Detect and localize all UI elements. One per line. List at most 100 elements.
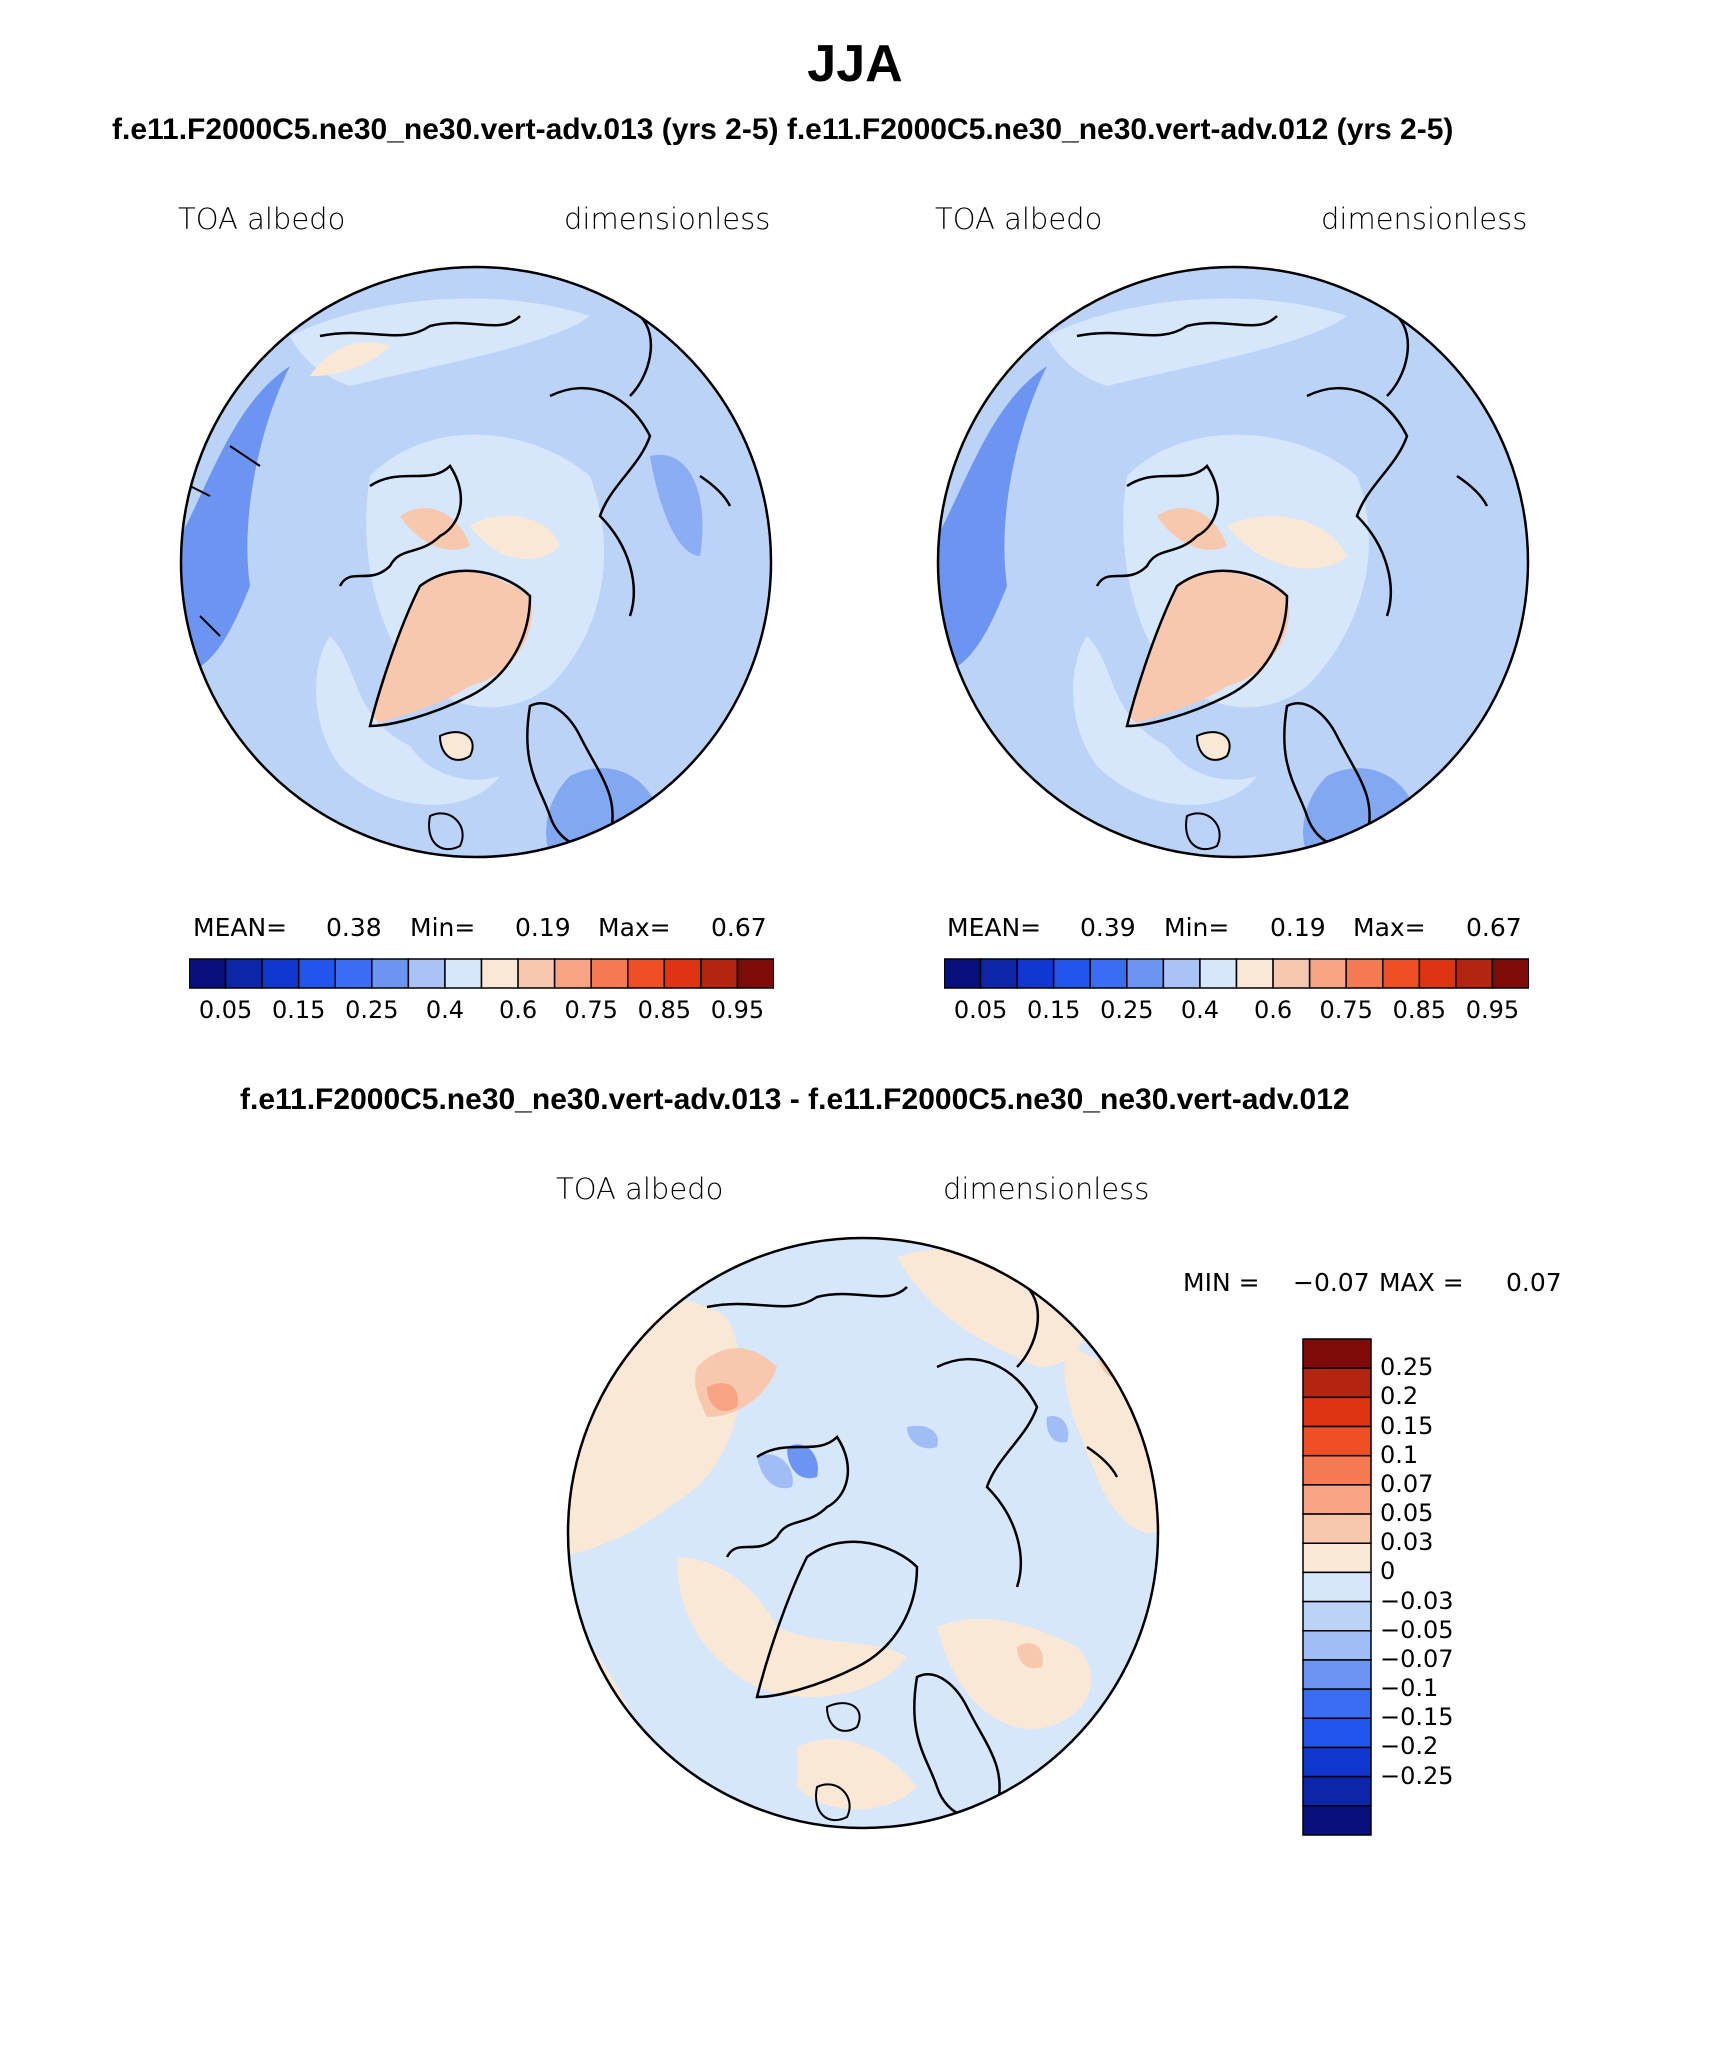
colorbar-swatch xyxy=(189,958,227,989)
panel1-mean-label: MEAN= xyxy=(193,913,288,942)
colorbar-swatch xyxy=(663,958,702,989)
colorbar-swatch xyxy=(1382,958,1421,989)
colorbar-swatch xyxy=(1302,1367,1372,1399)
diff-title: f.e11.F2000C5.ne30_ne30.vert-adv.013 - f… xyxy=(240,1083,1350,1116)
colorbar-swatch xyxy=(736,958,774,989)
diff-min-label: MIN = xyxy=(1183,1268,1260,1297)
colorbar-tick-label: 0.05 xyxy=(1380,1499,1434,1528)
colorbar-swatch xyxy=(979,958,1018,989)
colorbar-tick-label: 0 xyxy=(1380,1557,1396,1586)
diff-min-value: −0.07 xyxy=(1293,1268,1370,1297)
panel1-min-value: 0.19 xyxy=(515,913,571,942)
diff-variable-label: TOA albedo xyxy=(556,1172,724,1206)
colorbar-swatch xyxy=(371,958,410,989)
colorbar-swatch xyxy=(1302,1659,1372,1690)
panel1-colorbar xyxy=(189,958,774,989)
panel2-min-value: 0.19 xyxy=(1270,913,1326,942)
colorbar-swatch xyxy=(517,958,556,989)
colorbar-tick-label: 0.07 xyxy=(1380,1469,1434,1498)
panel2-colorbar-ticks: 0.05 0.15 0.25 0.4 0.6 0.75 0.85 0.95 xyxy=(0,996,1710,1036)
colorbar-tick-label: 0.25 xyxy=(1380,1353,1434,1382)
colorbar-tick-label: 0.2 xyxy=(1380,1382,1419,1411)
diff-max-label: MAX = xyxy=(1379,1268,1464,1297)
diff-polar-map xyxy=(566,1236,1160,1830)
colorbar-tick-label: 0.85 xyxy=(637,996,692,1024)
colorbar-swatch xyxy=(1016,958,1055,989)
colorbar-tick-label: 0.15 xyxy=(271,996,326,1024)
colorbar-swatch xyxy=(1302,1454,1372,1486)
colorbar-tick-label: 0.25 xyxy=(345,996,399,1024)
panel1-max-value: 0.67 xyxy=(711,913,767,942)
colorbar-tick-label: −0.1 xyxy=(1380,1674,1439,1703)
panel2-min-label: Min= xyxy=(1164,913,1230,942)
colorbar-tick-label: −0.25 xyxy=(1380,1761,1454,1790)
colorbar-swatch xyxy=(1302,1775,1372,1807)
panel2-mean-value: 0.39 xyxy=(1080,913,1136,942)
panel2-colorbar xyxy=(944,958,1529,989)
colorbar-swatch xyxy=(1302,1600,1372,1632)
panel1-colorbar-ticks: 0.05 0.15 0.25 0.4 0.6 0.75 0.85 0.95 xyxy=(0,996,1710,1036)
panel2-mean-label: MEAN= xyxy=(947,913,1042,942)
colorbar-tick-label: 0.6 xyxy=(498,996,538,1024)
colorbar-swatch xyxy=(590,958,629,989)
colorbar-swatch xyxy=(1345,958,1384,989)
colorbar-swatch xyxy=(1302,1571,1372,1603)
colorbar-tick-label: 0.95 xyxy=(1465,996,1520,1024)
colorbar-swatch xyxy=(224,958,263,989)
colorbar-swatch xyxy=(1302,1805,1372,1836)
colorbar-swatch xyxy=(1308,958,1347,989)
diff-colorbar xyxy=(1302,1338,1372,1836)
colorbar-swatch xyxy=(944,958,982,989)
panel1-min-label: Min= xyxy=(410,913,476,942)
colorbar-swatch xyxy=(1199,958,1238,989)
panel1-units-label: dimensionless xyxy=(564,202,771,236)
colorbar-tick-label: 0.6 xyxy=(1253,996,1293,1024)
panel1-polar-map xyxy=(179,265,773,859)
panel2-max-label: Max= xyxy=(1353,913,1426,942)
colorbar-tick-label: 0.15 xyxy=(1026,996,1081,1024)
colorbar-swatch xyxy=(553,958,592,989)
colorbar-swatch xyxy=(1302,1425,1372,1457)
colorbar-tick-label: −0.07 xyxy=(1380,1644,1454,1673)
colorbar-tick-label: 0.05 xyxy=(953,996,1008,1024)
colorbar-swatch xyxy=(1418,958,1457,989)
colorbar-swatch xyxy=(1302,1484,1372,1515)
colorbar-swatch xyxy=(444,958,483,989)
colorbar-tick-label: 0.1 xyxy=(1380,1440,1419,1469)
plot-subtitle: f.e11.F2000C5.ne30_ne30.vert-adv.013 (yr… xyxy=(112,113,1454,146)
colorbar-swatch xyxy=(1302,1630,1372,1661)
panel1-max-label: Max= xyxy=(598,913,671,942)
colorbar-swatch xyxy=(1302,1542,1372,1574)
panel1-variable-label: TOA albedo xyxy=(178,202,346,236)
colorbar-tick-label: −0.2 xyxy=(1380,1732,1439,1761)
colorbar-swatch xyxy=(297,958,337,989)
colorbar-swatch xyxy=(261,958,300,989)
panel1-mean-value: 0.38 xyxy=(326,913,382,942)
colorbar-swatch xyxy=(334,958,373,989)
colorbar-tick-label: 0.95 xyxy=(710,996,765,1024)
panel2-variable-label: TOA albedo xyxy=(935,202,1103,236)
colorbar-swatch xyxy=(1089,958,1128,989)
colorbar-swatch xyxy=(1491,958,1529,989)
colorbar-swatch xyxy=(1235,958,1274,989)
diff-colorbar-ticks: 0.25 0.2 0.15 0.1 0.07 0.05 0.03 0 −0.03 −0.05 −0.… xyxy=(1380,1337,1530,1837)
colorbar-tick-label: 0.03 xyxy=(1380,1528,1434,1557)
colorbar-swatch xyxy=(1162,958,1201,989)
colorbar-swatch xyxy=(1455,958,1494,989)
colorbar-tick-label: 0.4 xyxy=(425,996,465,1024)
colorbar-tick-label: 0.85 xyxy=(1392,996,1447,1024)
colorbar-tick-label: 0.05 xyxy=(198,996,253,1024)
colorbar-swatch xyxy=(1302,1396,1372,1428)
colorbar-swatch xyxy=(1302,1746,1372,1778)
panel2-polar-map xyxy=(936,265,1530,859)
colorbar-tick-label: 0.75 xyxy=(1319,996,1373,1024)
colorbar-swatch xyxy=(1272,958,1311,989)
colorbar-tick-label: −0.15 xyxy=(1380,1703,1454,1732)
colorbar-swatch xyxy=(1302,1338,1372,1369)
colorbar-swatch xyxy=(700,958,739,989)
colorbar-tick-label: 0.25 xyxy=(1100,996,1154,1024)
colorbar-swatch xyxy=(1302,1717,1372,1749)
colorbar-swatch xyxy=(1126,958,1165,989)
colorbar-tick-label: −0.05 xyxy=(1380,1615,1454,1644)
diff-units-label: dimensionless xyxy=(943,1172,1150,1206)
